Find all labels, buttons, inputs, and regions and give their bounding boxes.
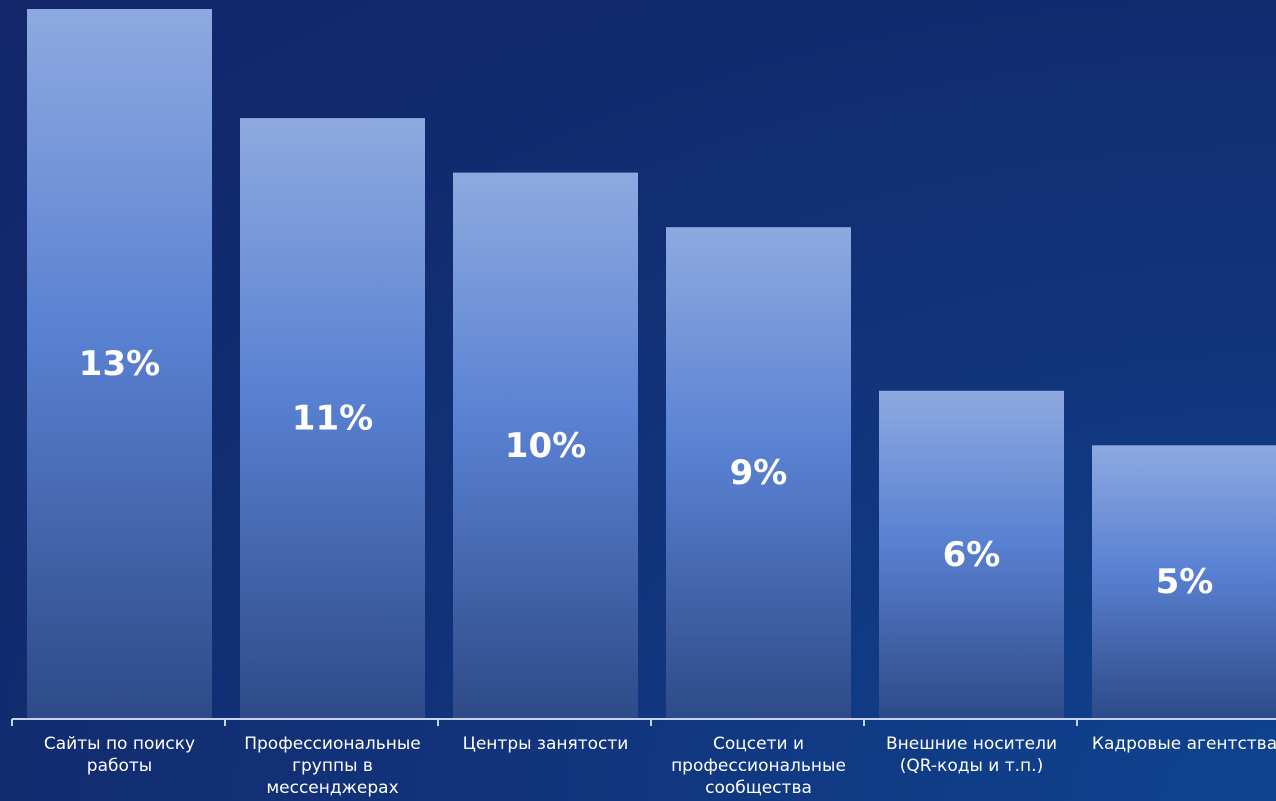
bar-value-label-3: 10% <box>505 426 586 466</box>
category-label-6: Кадровые агентства <box>1091 734 1276 754</box>
bar-1 <box>27 9 212 718</box>
bar-2 <box>240 118 425 719</box>
category-label-3: Центры занятости <box>462 734 629 754</box>
bar-5 <box>879 390 1064 718</box>
bar-value-label-1: 13% <box>79 344 160 384</box>
category-label-1: Сайты по поиску работы <box>43 734 196 776</box>
bar-value-label-2: 11% <box>292 399 373 439</box>
bar-value-label-4: 9% <box>730 453 788 493</box>
bar-3 <box>453 172 638 719</box>
bar-value-labels: 13% 11% 10% 9% 6% 5% <box>79 344 1214 602</box>
category-label-4: Соцсети и профессиональные сообщества <box>671 734 846 798</box>
bars-group <box>27 9 1276 719</box>
x-axis <box>11 718 1276 726</box>
bar-6 <box>1092 445 1276 718</box>
category-label-5: Внешние носители (QR-коды и т.п.) <box>885 734 1057 776</box>
bar-value-label-5: 6% <box>943 535 1001 575</box>
bar-value-label-6: 5% <box>1156 562 1214 602</box>
category-label-2: Профессиональные группы в мессенджерах <box>244 734 421 798</box>
bar-4 <box>666 227 851 718</box>
